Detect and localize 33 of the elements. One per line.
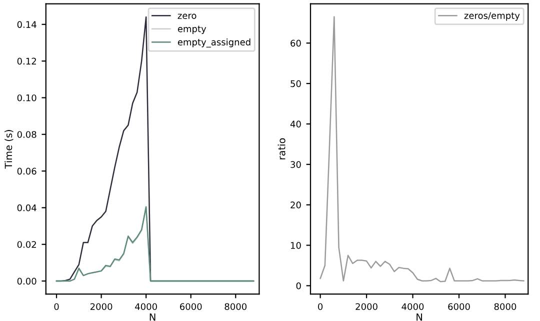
x-tick-label: 8000 (224, 303, 247, 310)
y-tick-label: 40 (290, 120, 301, 128)
x-tick-label: 4000 (402, 303, 424, 310)
y-tick-label: 0.02 (17, 241, 36, 248)
legend-label: zeros/empty (464, 12, 520, 21)
y-tick-label: 0.10 (17, 94, 36, 102)
y-tick-label: 60 (290, 40, 301, 47)
y-tick-label: 0.12 (17, 58, 36, 65)
x-tick-label: 6000 (180, 303, 202, 310)
legend-label: zero (178, 14, 196, 19)
y-tick-label: 0.00 (17, 278, 36, 285)
y-tick-label: 0.06 (17, 168, 36, 175)
y-tick-label: 0 (296, 282, 301, 290)
y-axis-title: ratio (278, 138, 286, 160)
x-axis-title: N (416, 313, 422, 321)
y-axis-title: Time (s) (4, 130, 14, 169)
legend-label: empty (178, 26, 206, 34)
y-tick-label: 10 (290, 242, 301, 249)
y-tick-label: 30 (290, 161, 301, 168)
x-axis-title: N (150, 313, 156, 321)
x-tick-label: 6000 (448, 303, 470, 310)
y-tick-label: 0.14 (17, 21, 36, 28)
x-tick-label: 0 (318, 303, 323, 310)
x-tick-label: 2000 (356, 303, 378, 310)
y-tick-label: 0.04 (17, 204, 36, 212)
x-tick-label: 4000 (135, 303, 157, 310)
x-tick-label: 2000 (90, 303, 112, 310)
y-tick-label: 50 (290, 80, 301, 88)
legend-label: empty_assigned (178, 38, 250, 48)
y-tick-label: 20 (290, 202, 301, 208)
x-tick-label: 0 (54, 303, 59, 310)
x-tick-label: 8000 (494, 303, 516, 310)
y-tick-label: 0.08 (17, 131, 36, 138)
